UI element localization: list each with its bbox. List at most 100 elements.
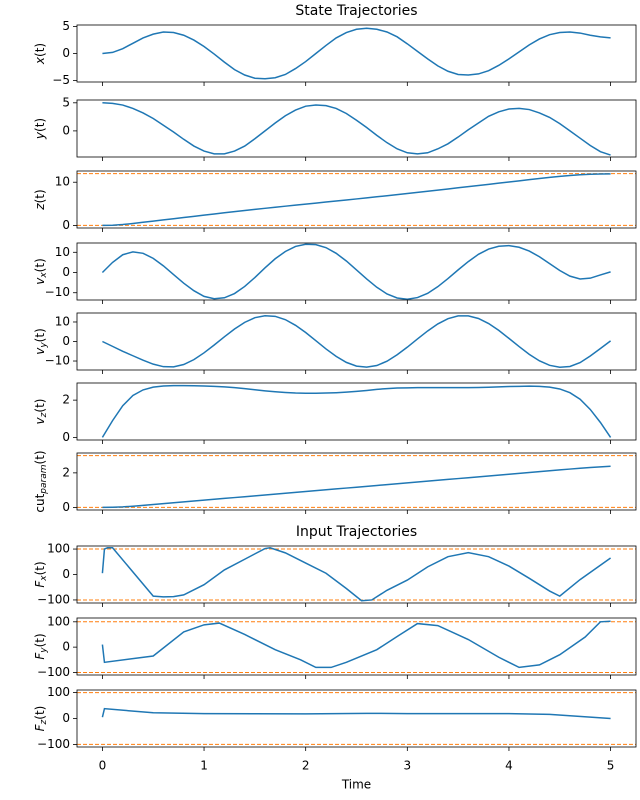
y-axis-label-part: (t) xyxy=(33,118,47,132)
y-tick-label: 5 xyxy=(62,95,70,109)
data-line xyxy=(101,707,611,720)
y-tick-label: 0 xyxy=(62,334,70,348)
y-tick-label: 0 xyxy=(62,430,70,444)
y-axis-label-part: (t) xyxy=(33,258,47,272)
axes-frame xyxy=(76,382,637,441)
y-axis-label-part: F xyxy=(33,580,47,588)
data-line xyxy=(102,27,611,80)
y-axis-label-part: F xyxy=(33,652,47,660)
y-axis-label-part: (t) xyxy=(33,328,47,342)
x-tick-label: 4 xyxy=(505,759,513,773)
subplot: 0 2 vz(t) xyxy=(33,382,637,444)
y-axis-label-part: (t) xyxy=(33,399,47,413)
axes-frame xyxy=(76,24,637,83)
y-axis-label-part: y xyxy=(39,647,49,654)
data-line xyxy=(101,547,612,602)
y-tick-label: 0 xyxy=(62,123,70,137)
axes-frame xyxy=(76,242,637,301)
axes-frame xyxy=(76,452,637,511)
y-tick-label: 2 xyxy=(62,465,70,479)
y-axis-label-part: y xyxy=(39,342,49,349)
x-tick-label: 0 xyxy=(99,759,107,773)
y-axis-label: Fx(t) xyxy=(33,561,49,587)
y-axis-label-part: x xyxy=(33,56,47,65)
y-tick-label: −5 xyxy=(52,73,70,87)
y-tick-label: 10 xyxy=(55,314,70,328)
subplot: −100 0 100 0 1 2 3 4 5 Fz(t) Time xyxy=(33,685,637,792)
y-axis-label: vx(t) xyxy=(33,258,49,285)
y-axis-label-part: v xyxy=(33,277,47,285)
y-axis-label: y(t) xyxy=(33,118,47,140)
y-axis-label-part: v xyxy=(33,416,47,424)
y-tick-label: 5 xyxy=(62,19,70,33)
data-line xyxy=(102,102,611,156)
data-line xyxy=(101,384,612,438)
axes-frame xyxy=(76,99,637,158)
y-tick-label: 0 xyxy=(62,640,70,654)
y-axis-label-part: z xyxy=(33,203,47,211)
subplot: Input Trajectories −100 0 100 Fx(t) xyxy=(33,524,637,607)
y-tick-label: −100 xyxy=(37,665,70,679)
y-axis-label-part: (t) xyxy=(33,561,47,575)
y-tick-label: −100 xyxy=(37,737,70,751)
y-axis-label-part: (t) xyxy=(33,450,47,464)
y-axis-label-part: y xyxy=(33,131,47,140)
x-tick-label: 5 xyxy=(607,759,615,773)
y-axis-label: vz(t) xyxy=(33,399,49,425)
subplot: 0 10 z(t) xyxy=(33,170,637,232)
y-tick-label: −10 xyxy=(45,285,70,299)
y-tick-label: 10 xyxy=(55,175,70,189)
y-axis-label-part: cut xyxy=(33,493,47,512)
y-axis-label-part: F xyxy=(33,723,47,731)
subplot-title: Input Trajectories xyxy=(296,524,417,540)
y-axis-label-part: (t) xyxy=(33,633,47,647)
y-tick-label: 0 xyxy=(62,711,70,725)
subplot-title: State Trajectories xyxy=(295,3,417,19)
data-line xyxy=(101,620,611,669)
axes-frame xyxy=(76,312,637,371)
axes-frame xyxy=(76,545,637,604)
y-tick-label: 0 xyxy=(62,500,70,514)
y-tick-label: 10 xyxy=(55,245,70,259)
subplot: 0 2 cutparam(t) xyxy=(33,450,637,514)
x-tick-label: 2 xyxy=(302,759,310,773)
y-axis-label: z(t) xyxy=(33,189,47,210)
y-tick-label: 0 xyxy=(62,265,70,279)
y-axis-label: x(t) xyxy=(33,43,47,65)
y-tick-label: 100 xyxy=(47,685,70,699)
y-axis-label-part: z xyxy=(39,412,49,418)
x-axis-label: Time xyxy=(341,778,371,792)
axes-frame xyxy=(76,170,637,229)
y-tick-label: 100 xyxy=(47,542,70,556)
subplot: −100 0 100 Fy(t) xyxy=(33,614,637,679)
y-axis-label-part: (t) xyxy=(33,706,47,720)
axes-frame xyxy=(76,689,637,748)
axes-frame xyxy=(76,617,637,676)
subplot: −10 0 10 vy(t) xyxy=(33,312,637,374)
data-line xyxy=(101,243,611,300)
subplot: −10 0 10 vx(t) xyxy=(33,242,637,304)
y-tick-label: −100 xyxy=(37,592,70,606)
y-tick-label: 0 xyxy=(62,46,70,60)
subplot: 0 5 y(t) xyxy=(33,95,637,161)
data-line xyxy=(102,314,612,369)
y-axis-label: Fz(t) xyxy=(33,706,49,732)
y-axis-label-part: (t) xyxy=(33,43,47,57)
y-axis-label: vy(t) xyxy=(33,328,49,355)
y-axis-label-part: z xyxy=(39,719,49,725)
subplot: State Trajectories −5 0 5 x(t) xyxy=(33,3,637,87)
y-tick-label: 0 xyxy=(62,218,70,232)
y-tick-label: 2 xyxy=(62,393,70,407)
x-tick-label: 1 xyxy=(200,759,208,773)
y-axis-label: cutparam(t) xyxy=(33,450,49,512)
y-axis-label-part: v xyxy=(33,347,47,355)
y-axis-label-part: x xyxy=(39,575,49,582)
data-line xyxy=(102,465,611,509)
y-axis-label-part: (t) xyxy=(33,189,47,203)
x-tick-label: 3 xyxy=(403,759,411,773)
y-axis-label-part: param xyxy=(39,464,49,494)
y-tick-label: 0 xyxy=(62,567,70,581)
y-tick-label: −10 xyxy=(45,354,70,368)
y-axis-label-part: x xyxy=(39,272,49,279)
